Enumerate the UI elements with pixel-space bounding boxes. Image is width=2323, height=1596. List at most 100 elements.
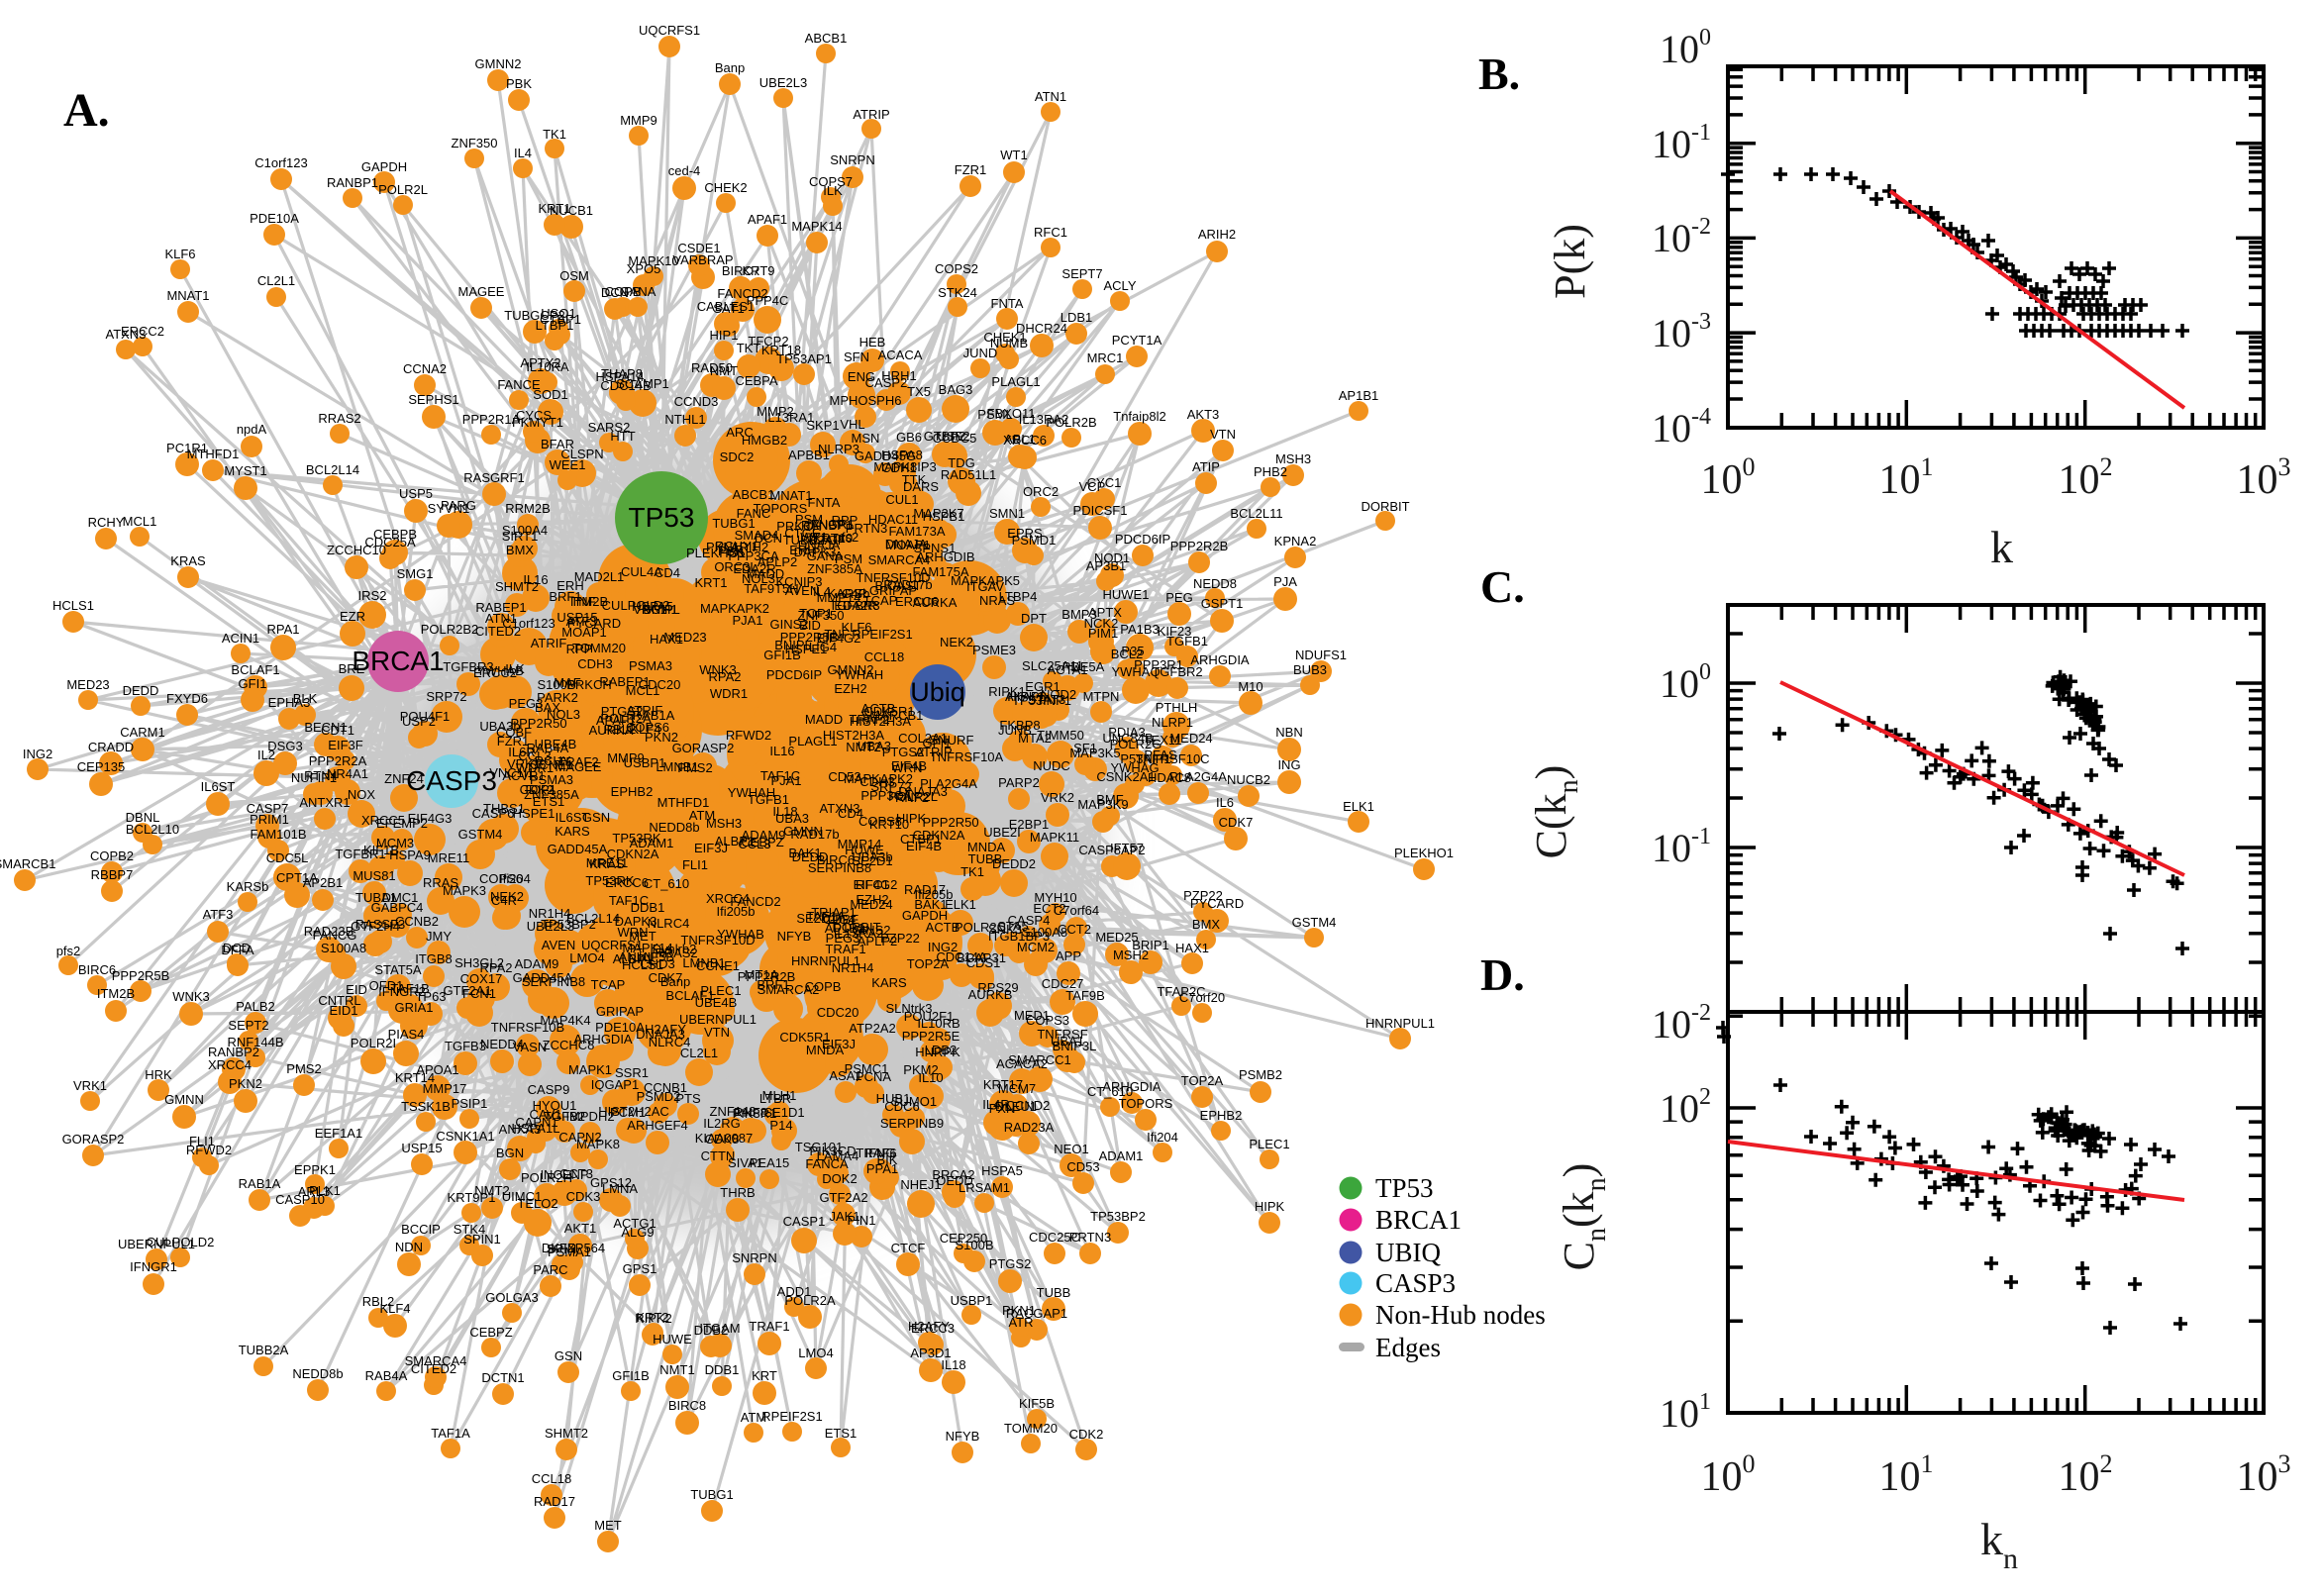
svg-text:AP1B1: AP1B1 [1339, 388, 1378, 403]
svg-text:MPHOSPH6: MPHOSPH6 [830, 393, 902, 408]
svg-text:BIRC6: BIRC6 [78, 962, 116, 977]
svg-text:HIST2H3A: HIST2H3A [850, 714, 911, 729]
svg-text:TFAP2C: TFAP2C [1157, 984, 1205, 999]
svg-text:ADAM9: ADAM9 [515, 956, 559, 971]
svg-text:CD4: CD4 [838, 806, 863, 821]
svg-text:TIMM50: TIMM50 [1037, 728, 1084, 743]
svg-text:HSPB1: HSPB1 [923, 509, 965, 524]
svg-text:TK1: TK1 [543, 127, 566, 142]
svg-text:MSH3: MSH3 [706, 816, 742, 831]
svg-text:MET: MET [594, 1518, 622, 1533]
svg-text:PSMA3: PSMA3 [530, 772, 573, 787]
svg-text:FAM173A: FAM173A [888, 524, 945, 539]
svg-text:JMY: JMY [426, 929, 452, 944]
svg-text:MUS81: MUS81 [353, 868, 395, 883]
svg-text:TUBG1: TUBG1 [690, 1487, 733, 1502]
svg-text:CEBPZ: CEBPZ [741, 835, 783, 849]
svg-text:IL10RA: IL10RA [526, 359, 569, 374]
svg-text:TP53AP1: TP53AP1 [776, 351, 832, 366]
svg-text:POU2F1: POU2F1 [904, 1009, 955, 1024]
svg-text:KRT2: KRT2 [637, 1310, 669, 1325]
svg-text:LMO4: LMO4 [798, 1346, 833, 1360]
svg-text:WDR1: WDR1 [710, 686, 748, 701]
svg-text:SIVA1: SIVA1 [728, 1155, 763, 1170]
svg-text:BLK: BLK [293, 691, 318, 706]
svg-text:NLRC4: NLRC4 [649, 1035, 691, 1049]
svg-text:CEP250: CEP250 [940, 1231, 987, 1246]
svg-text:KPNA2: KPNA2 [1274, 534, 1317, 549]
svg-text:AKAP8: AKAP8 [1005, 689, 1047, 704]
svg-text:GINS2: GINS2 [769, 617, 808, 632]
svg-text:VRK1: VRK1 [73, 1078, 107, 1093]
svg-text:CCNE1: CCNE1 [696, 958, 740, 973]
svg-text:BNIPL: BNIPL [774, 638, 812, 652]
svg-text:LMO4: LMO4 [569, 950, 604, 965]
svg-text:PZP22: PZP22 [1183, 888, 1223, 903]
svg-text:ZNF148: ZNF148 [710, 1104, 757, 1119]
svg-text:EIF4G2: EIF4G2 [854, 877, 898, 892]
svg-text:VARBRAP: VARBRAP [672, 252, 733, 267]
svg-text:PDCD6IP: PDCD6IP [1115, 532, 1170, 547]
svg-text:RAD17: RAD17 [534, 1494, 575, 1509]
svg-text:TOMM20: TOMM20 [1004, 1421, 1058, 1436]
svg-text:TRAF2: TRAF2 [557, 754, 598, 769]
svg-text:WRN: WRN [891, 760, 922, 775]
svg-text:C4R: C4R [842, 586, 867, 601]
svg-text:BMX: BMX [506, 543, 535, 557]
svg-text:HDAC8: HDAC8 [1148, 770, 1191, 785]
svg-text:PCM1: PCM1 [610, 1105, 646, 1120]
svg-text:CDK7: CDK7 [1219, 815, 1254, 830]
svg-text:RPEIF2S1: RPEIF2S1 [761, 1409, 822, 1424]
svg-text:P(k): P(k) [1546, 224, 1594, 299]
svg-text:TCAP: TCAP [591, 977, 626, 992]
svg-text:KRAS: KRAS [589, 856, 625, 871]
svg-text:TGFB1: TGFB1 [748, 792, 789, 807]
svg-text:CHEK2: CHEK2 [704, 180, 747, 195]
svg-text:CTGF: CTGF [810, 533, 845, 548]
svg-text:ATXN3: ATXN3 [106, 327, 147, 342]
svg-text:Ubiq: Ubiq [910, 677, 965, 707]
svg-text:CNTRL: CNTRL [318, 993, 360, 1008]
svg-text:NTHL1: NTHL1 [664, 412, 705, 427]
svg-text:Ifi205b: Ifi205b [914, 887, 953, 902]
svg-text:UBE2I: UBE2I [983, 825, 1021, 840]
svg-text:TP53: TP53 [629, 502, 695, 533]
svg-text:C4R: C4R [491, 893, 517, 908]
svg-text:CTTN: CTTN [701, 1148, 736, 1163]
svg-text:SPNS1: SPNS1 [914, 541, 957, 555]
svg-text:ADAM1: ADAM1 [630, 836, 674, 850]
svg-text:GFI1B: GFI1B [763, 648, 801, 662]
svg-text:A.: A. [63, 84, 110, 137]
svg-text:ATRIP: ATRIP [915, 745, 952, 759]
svg-text:TP53: TP53 [1375, 1173, 1434, 1203]
svg-text:SNRPN: SNRPN [732, 1250, 777, 1265]
svg-text:FNTA: FNTA [991, 296, 1024, 311]
svg-text:IFT57: IFT57 [1110, 841, 1144, 855]
svg-text:KRT10: KRT10 [813, 531, 853, 546]
svg-text:CCDC5: CCDC5 [933, 431, 977, 446]
svg-text:FZR1: FZR1 [497, 734, 530, 748]
svg-text:DCTN1: DCTN1 [481, 1370, 524, 1385]
svg-text:RBL2: RBL2 [362, 1294, 395, 1309]
svg-text:TUBB2A: TUBB2A [783, 533, 834, 548]
svg-text:ERCC3: ERCC3 [911, 1321, 955, 1336]
svg-text:TRAF1: TRAF1 [749, 1319, 789, 1334]
svg-text:DNAJA: DNAJA [885, 537, 928, 551]
svg-text:CTBP1: CTBP1 [540, 312, 581, 327]
svg-text:COPS8: COPS8 [858, 814, 902, 829]
svg-text:RPA2: RPA2 [709, 669, 742, 684]
svg-text:SKP1: SKP1 [806, 418, 839, 433]
svg-text:PHB2: PHB2 [1254, 464, 1287, 479]
svg-text:IL2RG: IL2RG [703, 1116, 741, 1131]
svg-text:MCM3: MCM3 [376, 836, 414, 850]
svg-text:USBP1: USBP1 [951, 1293, 993, 1308]
svg-text:ASA1: ASA1 [829, 1068, 861, 1083]
svg-text:AP2B1: AP2B1 [303, 875, 343, 890]
svg-text:KRT1: KRT1 [695, 575, 728, 590]
svg-text:TKT: TKT [737, 341, 761, 355]
svg-text:KRT17: KRT17 [983, 1077, 1023, 1092]
svg-text:SLNtrk3: SLNtrk3 [886, 1001, 933, 1016]
svg-text:RRAS: RRAS [423, 875, 458, 890]
svg-text:MTHFD1: MTHFD1 [657, 795, 710, 810]
svg-text:CASP3: CASP3 [406, 765, 497, 796]
